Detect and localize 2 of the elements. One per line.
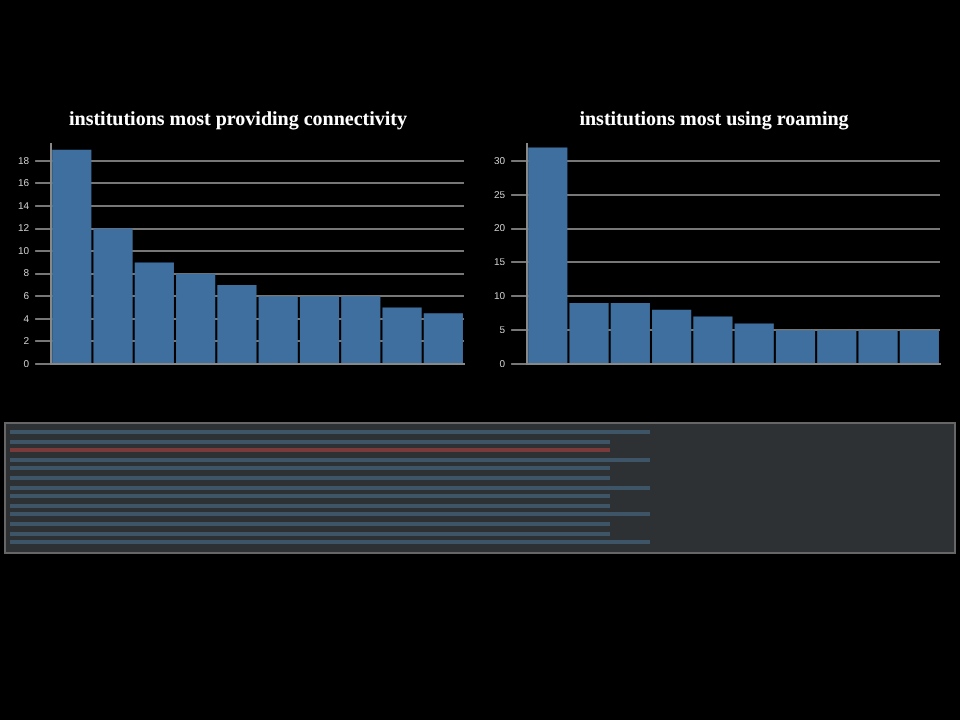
chart-title: institutions most using roaming: [579, 109, 849, 132]
chart-title: institutions most providing connectivity: [69, 109, 407, 132]
